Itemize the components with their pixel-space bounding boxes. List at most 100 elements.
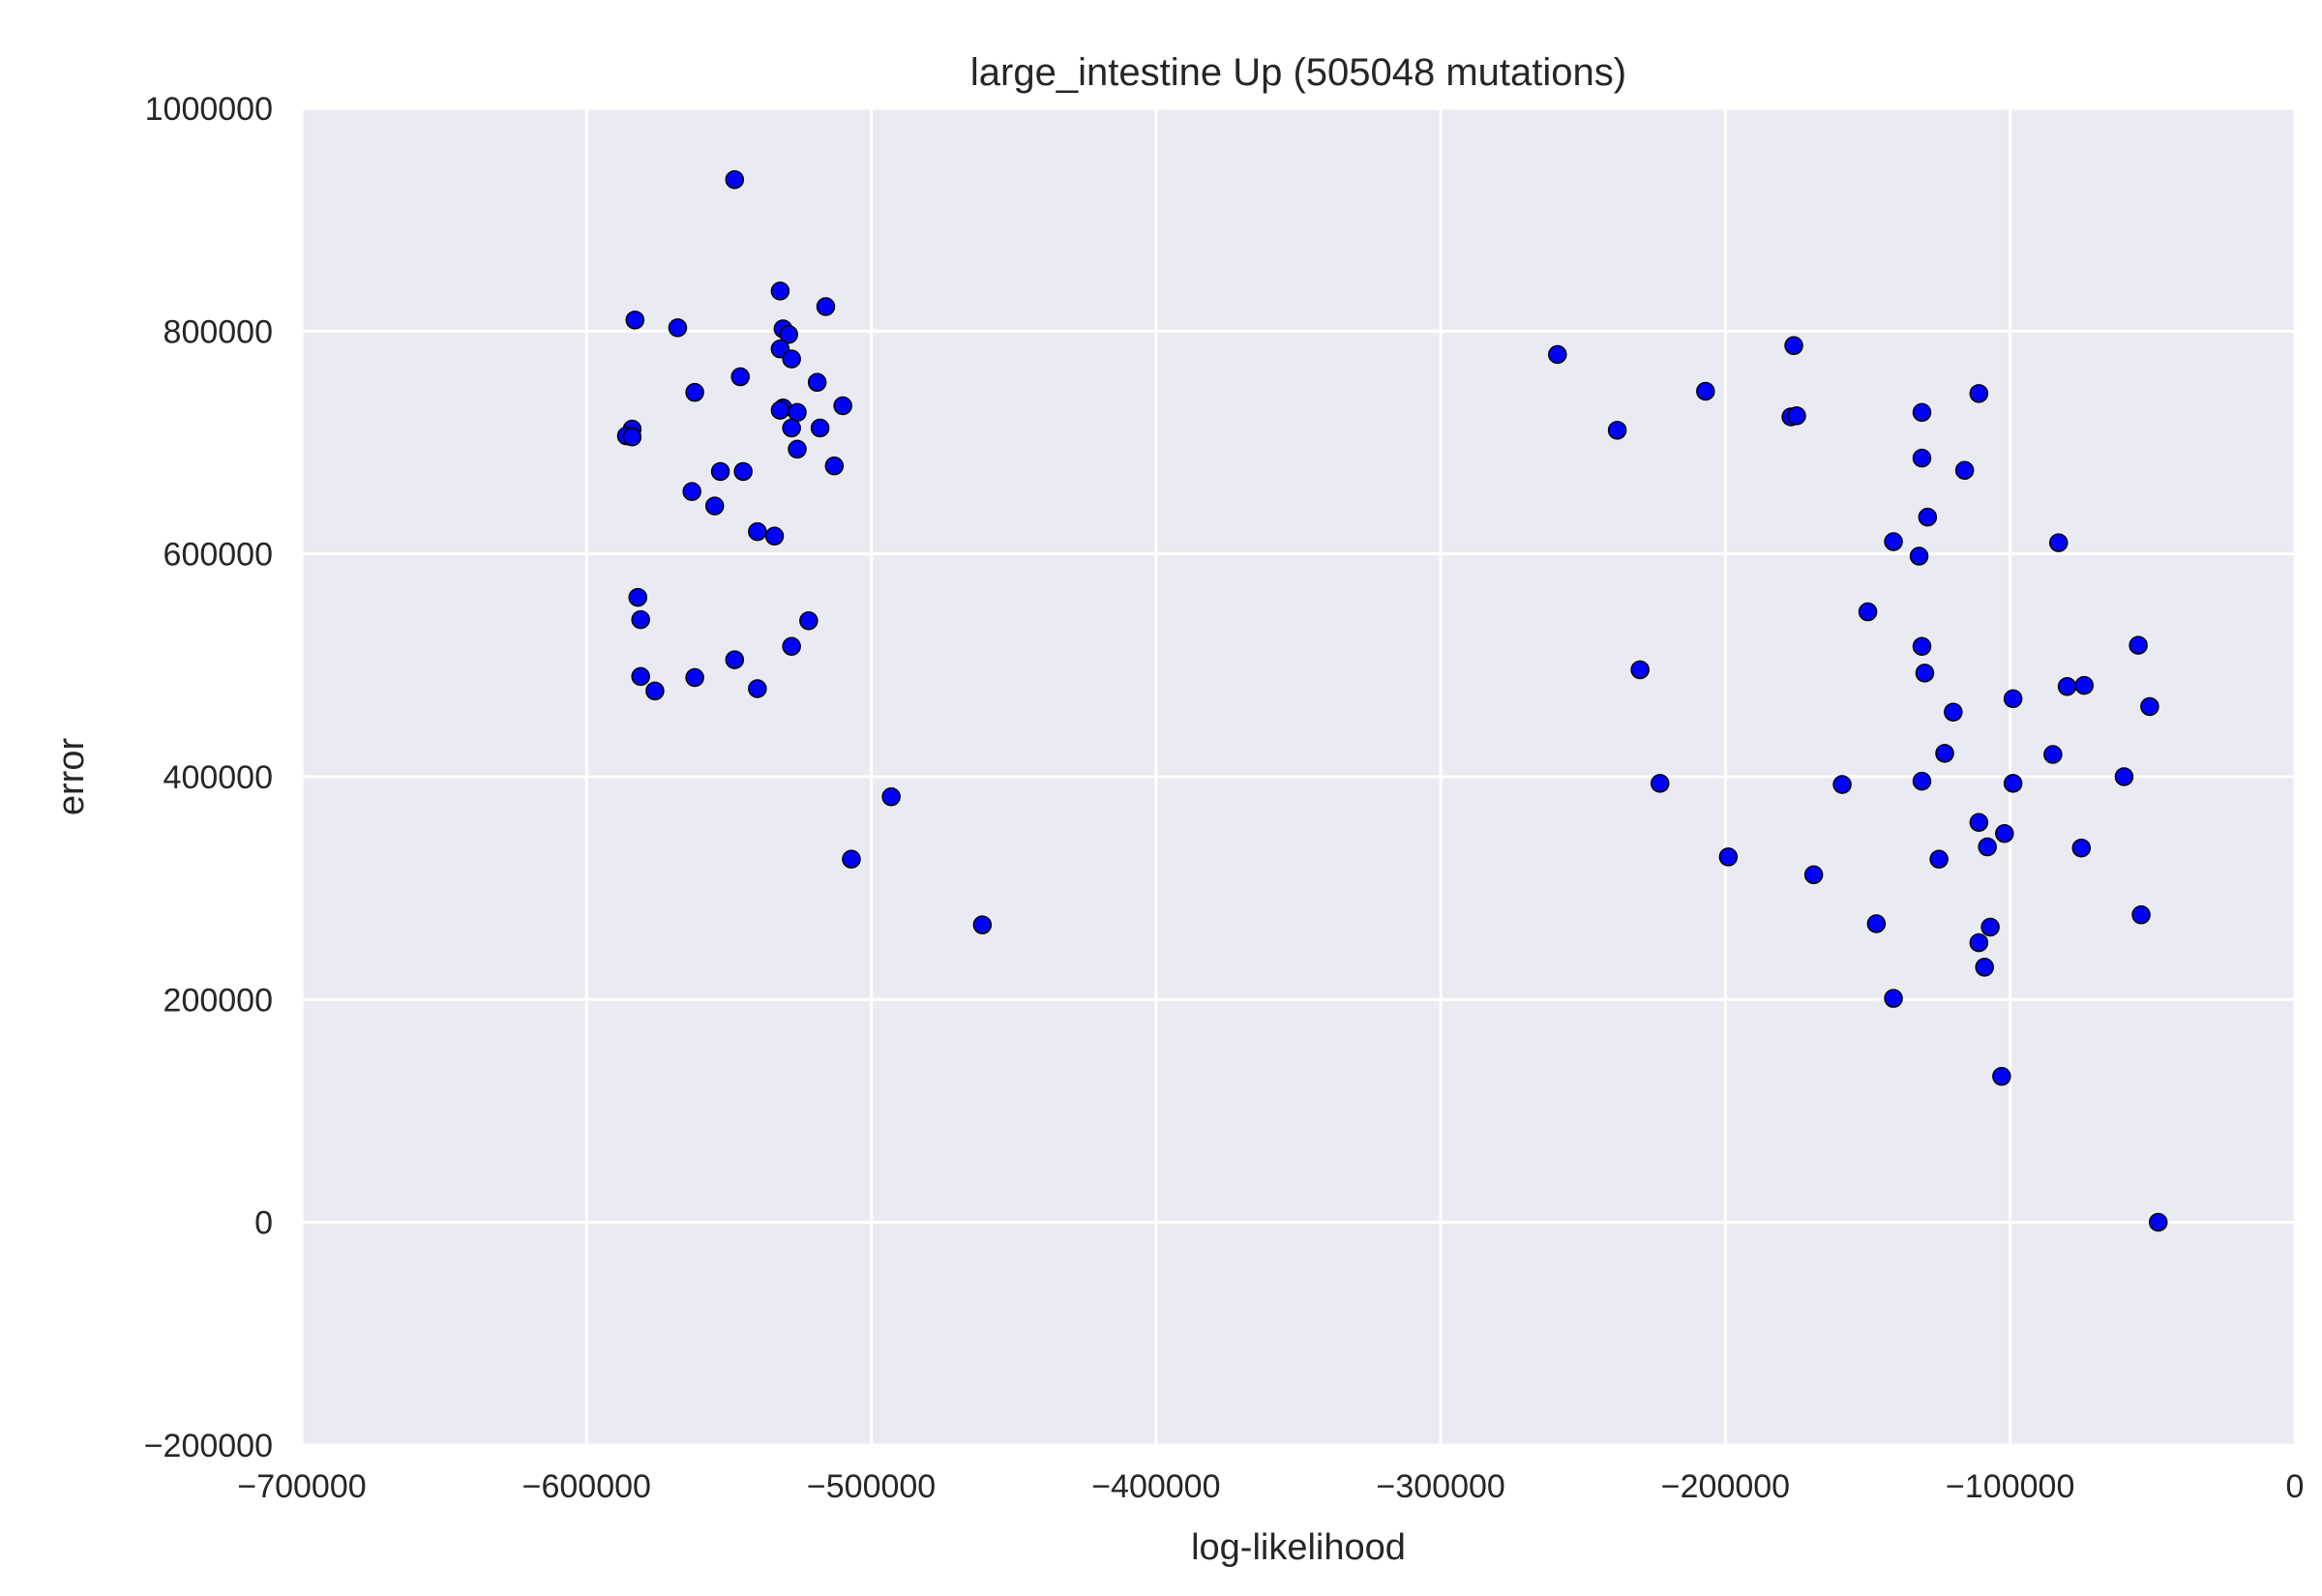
y-tick-label: 0	[254, 1205, 273, 1242]
data-point	[1912, 636, 1932, 657]
x-tick-label: −200000	[1661, 1468, 1790, 1505]
data-point	[1912, 771, 1932, 791]
y-axis-label: error	[51, 738, 92, 816]
data-point	[1696, 381, 1715, 401]
data-point	[2074, 675, 2094, 695]
y-tick-label: 200000	[164, 982, 273, 1019]
x-tick-label: −300000	[1376, 1468, 1504, 1505]
data-point	[631, 609, 650, 630]
data-point	[816, 297, 836, 316]
y-tick-label: 600000	[164, 537, 273, 574]
data-point	[1884, 532, 1903, 551]
data-point	[685, 667, 704, 688]
data-point	[799, 611, 819, 631]
data-point	[1995, 823, 2014, 843]
y-tick-label: −200000	[144, 1428, 273, 1464]
data-point	[710, 461, 730, 482]
data-point	[779, 325, 798, 344]
y-tick-label: 1000000	[145, 91, 273, 128]
data-point	[782, 418, 801, 438]
data-point	[782, 349, 801, 369]
data-point	[2140, 696, 2159, 717]
data-point	[622, 427, 642, 447]
data-point	[1884, 989, 1903, 1008]
x-tick-label: −400000	[1091, 1468, 1220, 1505]
data-point	[1980, 917, 2000, 937]
x-axis-ticks: −700000 −600000 −500000 −400000 −300000 −2000…	[237, 1468, 2304, 1505]
data-point	[1918, 507, 1938, 527]
x-tick-label: −600000	[522, 1468, 651, 1505]
x-tick-label: −500000	[807, 1468, 936, 1505]
data-point	[2148, 1212, 2168, 1232]
y-axis-ticks: −200000 0 200000 400000 600000 800000 1000000	[144, 91, 273, 1464]
y-tick-label: 800000	[164, 313, 273, 350]
data-point	[685, 382, 704, 402]
data-point	[748, 521, 767, 542]
data-point	[1912, 402, 1932, 423]
data-point	[733, 461, 753, 482]
data-point	[682, 482, 701, 501]
data-point	[1969, 813, 1989, 832]
data-point	[1630, 660, 1650, 680]
data-point	[1935, 744, 1954, 763]
data-point	[1929, 849, 1949, 869]
data-point	[1832, 775, 1852, 794]
y-tick-label: 400000	[164, 759, 273, 796]
data-point	[1978, 837, 1997, 857]
data-point	[770, 281, 790, 301]
data-point	[704, 496, 725, 516]
data-point	[1954, 460, 1975, 481]
data-point	[972, 915, 993, 934]
data-point	[1548, 344, 1567, 365]
data-point	[807, 372, 827, 393]
data-point	[1787, 406, 1806, 426]
data-point	[2003, 774, 2023, 793]
data-point	[788, 402, 807, 423]
data-point	[2071, 838, 2092, 858]
data-point	[1969, 932, 1989, 953]
data-point	[842, 849, 861, 869]
data-point	[1650, 774, 1670, 793]
data-point	[2003, 689, 2023, 709]
x-axis-label: log-likelihood	[1191, 1527, 1406, 1568]
data-point	[782, 636, 801, 657]
data-point	[2131, 905, 2151, 925]
data-point	[1784, 336, 1803, 356]
data-point	[748, 679, 767, 698]
data-point	[1858, 602, 1878, 622]
data-point	[770, 400, 790, 420]
data-point	[833, 396, 852, 416]
data-point	[2114, 767, 2134, 786]
data-point	[730, 367, 750, 387]
grid-lines	[300, 106, 2297, 1447]
data-point	[625, 310, 645, 330]
data-point	[1803, 865, 1824, 885]
data-point	[2043, 745, 2063, 764]
data-point	[725, 650, 745, 669]
chart-title: large_intestine Up (505048 mutations)	[970, 51, 1626, 94]
x-tick-label: −700000	[237, 1468, 366, 1505]
data-point	[1975, 958, 1994, 977]
data-point	[1607, 421, 1627, 440]
data-point	[1912, 448, 1932, 468]
data-point	[628, 587, 648, 607]
data-point	[725, 169, 745, 190]
data-point	[631, 666, 650, 687]
data-point	[645, 681, 665, 701]
data-point	[1909, 547, 1929, 566]
data-point	[881, 786, 901, 807]
data-point	[810, 418, 830, 438]
data-point	[668, 318, 688, 338]
data-point	[2048, 533, 2069, 552]
data-point	[1718, 847, 1739, 867]
data-point	[2128, 635, 2148, 655]
data-point	[1944, 702, 1963, 722]
x-tick-label: −100000	[1946, 1468, 2074, 1505]
data-points	[616, 169, 2168, 1232]
data-point	[788, 439, 807, 459]
data-point	[764, 526, 785, 546]
data-point	[1915, 664, 1935, 683]
data-point	[824, 456, 845, 476]
